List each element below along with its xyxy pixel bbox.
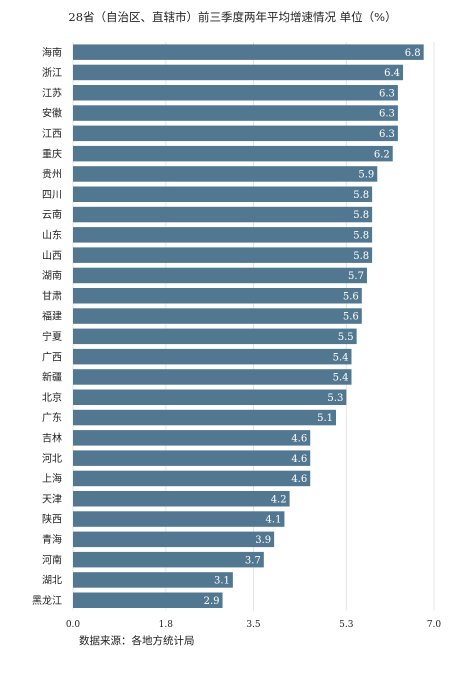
bar-value-label: 5.9 (358, 170, 374, 181)
category-label: 黑龙江 (32, 594, 62, 607)
category-label: 福建 (42, 310, 62, 323)
bar-value-label: 5.4 (333, 352, 349, 363)
bar (73, 389, 347, 405)
bar-value-label: 6.8 (405, 48, 421, 59)
bar (73, 166, 378, 182)
x-tick-label: 1.8 (159, 620, 174, 630)
category-label: 山东 (42, 228, 62, 241)
bar (73, 85, 398, 101)
category-label: 河北 (42, 453, 62, 465)
bar-value-label: 4.6 (291, 433, 307, 444)
category-label: 海南 (42, 46, 62, 59)
bar-value-label: 5.8 (353, 251, 369, 262)
bar (73, 450, 311, 466)
bar-value-label: 5.6 (343, 291, 359, 302)
bar-value-label: 5.6 (343, 312, 359, 323)
category-label: 云南 (42, 208, 62, 221)
bar (73, 105, 398, 121)
bar-value-label: 6.3 (379, 129, 395, 140)
bar-value-label: 5.5 (338, 332, 354, 343)
category-label: 重庆 (42, 147, 62, 160)
bar-value-label: 4.6 (291, 454, 307, 465)
bar-value-label: 4.1 (266, 515, 282, 526)
bar (73, 125, 398, 142)
bar (73, 369, 352, 385)
bar (73, 308, 362, 324)
category-label: 四川 (42, 190, 62, 201)
category-label: 宁夏 (42, 330, 62, 343)
category-label: 吉林 (42, 431, 62, 444)
bar (73, 409, 337, 426)
x-axis-ticks: 0.0 1.8 3.5 5.3 7.0 (66, 620, 442, 630)
category-label: 陕西 (42, 513, 62, 526)
chart-title: 28省（自治区、直辖市）前三季度两年平均增速情况 单位（%） (68, 10, 397, 24)
category-label: 青海 (42, 533, 62, 546)
bar-value-label: 4.6 (291, 474, 307, 485)
category-label: 湖北 (42, 575, 62, 587)
category-label: 新疆 (42, 371, 62, 384)
bar (73, 470, 311, 487)
bar (73, 592, 223, 608)
bar (73, 531, 275, 548)
bar (73, 227, 373, 243)
bar (73, 348, 352, 365)
bar (73, 491, 290, 507)
category-label: 广西 (42, 351, 62, 363)
bars: 6.8 6.4 6.3 6.3 6.3 6.25.9 5.8 5.8 5.8 5.8 5.7 5.6 5… (73, 44, 424, 608)
bar (73, 247, 373, 263)
category-label: 湖南 (42, 269, 62, 282)
category-labels: 海南浙江江苏安徽江西重庆贵州四川云南山东山西湖南甘肃福建宁夏广西新疆北京广东吉林… (32, 46, 62, 607)
bar-value-label: 5.4 (333, 373, 349, 384)
bar-value-label: 4.2 (271, 494, 287, 505)
bar (73, 186, 373, 202)
category-label: 上海 (42, 472, 62, 485)
bar (73, 267, 367, 284)
bar-value-label: 5.1 (317, 413, 333, 424)
bar (73, 64, 404, 81)
category-label: 河南 (42, 553, 62, 566)
category-label: 贵州 (42, 168, 62, 181)
category-label: 江苏 (42, 86, 62, 99)
bar-value-label: 5.8 (353, 190, 369, 201)
category-label: 北京 (42, 391, 62, 404)
bar (73, 511, 285, 527)
x-tick-label: 7.0 (427, 620, 442, 630)
bar-value-label: 6.3 (379, 109, 395, 120)
category-label: 江西 (42, 128, 62, 140)
bar-value-label: 5.3 (327, 393, 343, 404)
x-tick-label: 5.3 (339, 620, 354, 630)
bar (73, 551, 264, 568)
bar (73, 145, 393, 162)
bar (73, 206, 373, 223)
category-label: 广东 (42, 411, 62, 424)
bar-value-label: 6.4 (384, 68, 400, 79)
category-label: 山西 (42, 250, 62, 262)
bar-value-label: 3.1 (214, 576, 230, 587)
bar (73, 288, 362, 304)
bar (73, 572, 233, 588)
data-source-note: 数据来源：各地方统计局 (79, 635, 195, 647)
bar-value-label: 5.7 (348, 271, 364, 282)
bar-value-label: 3.9 (255, 535, 271, 546)
bar-value-label: 5.8 (353, 210, 369, 221)
bar-value-label: 6.2 (374, 149, 390, 160)
x-tick-label: 0.0 (66, 620, 81, 630)
bar-value-label: 2.9 (204, 596, 220, 607)
x-tick-label: 3.5 (246, 620, 261, 630)
category-label: 浙江 (42, 67, 62, 79)
category-label: 安徽 (42, 107, 62, 120)
category-label: 甘肃 (42, 289, 62, 302)
bar (73, 328, 357, 345)
bar-value-label: 6.3 (379, 88, 395, 99)
bar (73, 430, 311, 446)
bar (73, 44, 424, 60)
bar-value-label: 5.8 (353, 230, 369, 241)
bar-value-label: 3.7 (245, 555, 261, 566)
category-label: 天津 (42, 493, 62, 505)
